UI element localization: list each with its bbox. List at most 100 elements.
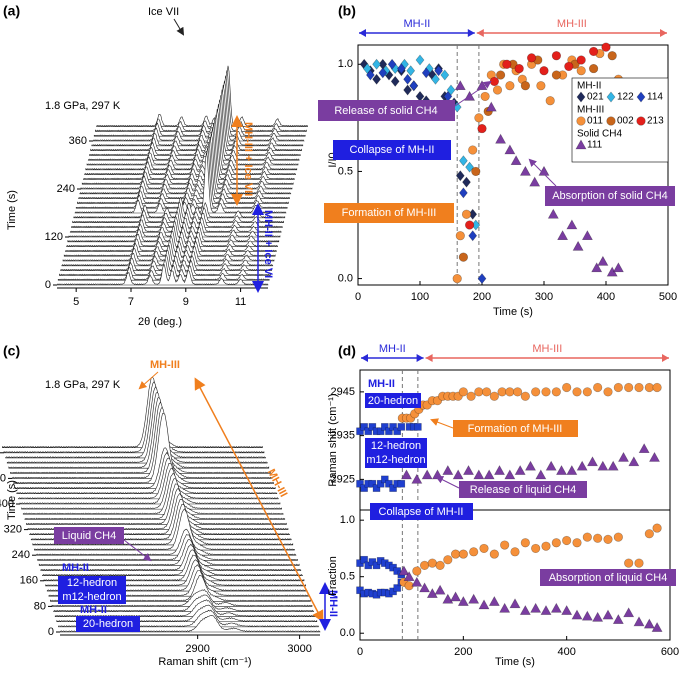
point [530,602,542,613]
arrow-head [359,29,366,37]
trace [79,133,292,195]
point [485,101,497,112]
point [419,582,431,593]
point [603,387,613,397]
y-tick-label: 0 [45,279,51,291]
point [488,595,500,606]
y-tick-label: 360 [69,135,87,147]
point [512,387,523,397]
point [356,427,364,436]
trace [90,89,302,152]
y-axis-label: Time (s) [6,190,18,230]
callout-box [545,186,675,206]
point [540,604,552,615]
point [636,116,646,126]
point [489,76,500,87]
point [588,46,599,57]
point [550,602,562,613]
point [385,479,393,488]
point [564,61,574,72]
point [535,469,547,480]
point [479,543,489,554]
trace [3,380,265,454]
point [403,73,412,85]
point [606,91,616,103]
point [624,382,634,393]
phase-arrow [194,377,324,623]
y-tick-label: 240 [12,549,30,561]
point [366,69,375,81]
y-tick-label: 2945 [331,386,355,398]
y-tick-label: 0.5 [338,165,353,177]
trace [83,118,295,180]
callout-text: m12-hedron [62,591,121,603]
point [465,161,474,173]
arrow-head [660,29,667,37]
point [474,387,484,397]
callout-box [453,420,578,437]
point [389,484,397,492]
point [489,391,499,401]
point [372,561,381,570]
point [634,558,644,568]
point [499,602,511,613]
legend-label: 114 [647,92,663,103]
point [450,549,461,559]
point [462,176,471,188]
point [510,155,522,166]
point [412,566,422,576]
trace [91,84,304,147]
point [613,382,623,393]
point [566,219,578,230]
point [529,176,541,187]
point [557,230,569,241]
callout-text: Collapse of MH-II [379,506,464,518]
point [471,166,481,177]
point [440,69,450,81]
callout-text: Formation of MH-III [468,423,563,435]
point [458,387,468,397]
callout-box [540,569,676,586]
point [502,59,512,69]
point [588,63,599,74]
point [372,58,381,70]
y-tick-label: 0 [48,626,54,638]
panel-label: (b) [338,3,356,19]
point [566,465,578,475]
point [576,116,586,126]
point [461,209,472,219]
point [602,609,614,620]
callout-text: Release of liquid CH4 [470,484,576,496]
point [397,63,406,75]
point [452,273,462,284]
y-axis-label: Raman shift (cm⁻¹) [327,393,339,486]
point [545,460,557,471]
point [531,387,541,397]
point [393,427,402,436]
point [617,451,630,462]
point [397,479,406,488]
point [356,479,364,488]
legend-label: 111 [587,140,603,151]
callout-text: Absorption of liquid CH4 [549,572,668,584]
point [378,67,388,79]
point [582,532,592,542]
point [555,465,568,475]
y-tick-label: 1.0 [340,514,355,526]
point [414,423,422,431]
point [455,231,465,241]
legend-label: 213 [647,116,664,127]
point [551,387,561,397]
y-tick-label: 160 [20,575,38,587]
point [459,187,468,199]
point [636,91,646,103]
trace [95,70,307,132]
point [465,220,475,230]
x-tick-label: 200 [454,646,472,658]
point [406,65,416,77]
point [520,391,530,401]
point [442,593,454,604]
x-axis-label: Time (s) [495,656,535,668]
callout-text: 12-hedron [371,440,421,452]
callout-box [76,616,140,632]
